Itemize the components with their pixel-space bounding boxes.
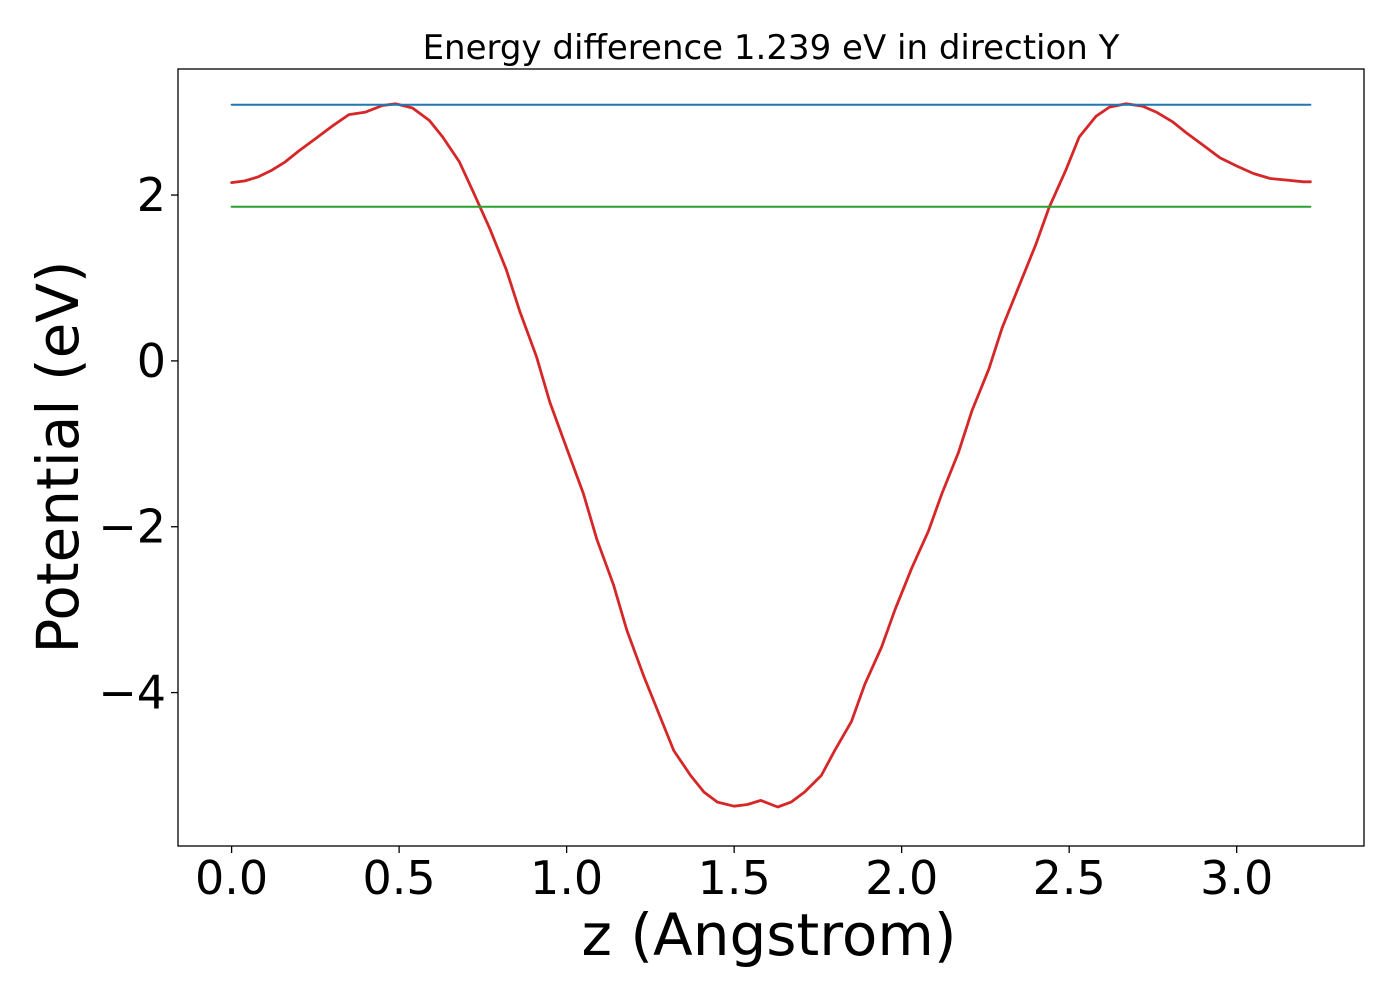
x-tick-label: 2.5 <box>1033 851 1106 905</box>
plot-frame <box>177 68 1365 847</box>
y-tick-label: −4 <box>98 666 166 720</box>
x-tick-label: 0.5 <box>363 851 436 905</box>
y-axis-ticks: −4 −2 0 2 <box>98 168 178 720</box>
series-layer <box>230 102 1312 809</box>
y-tick-label: −2 <box>98 500 166 554</box>
x-axis-label: z (Angstrom) <box>582 901 957 969</box>
y-tick-label: 0 <box>137 334 166 388</box>
y-tick-label: 2 <box>137 168 166 222</box>
x-tick-label: 3.0 <box>1200 851 1273 905</box>
x-tick-label: 2.0 <box>865 851 938 905</box>
y-axis-label: Potential (eV) <box>24 260 92 653</box>
x-tick-label: 1.0 <box>530 851 603 905</box>
x-tick-label: 1.5 <box>698 851 771 905</box>
x-axis-ticks: 0.0 0.5 1.0 1.5 2.0 2.5 3.0 <box>195 846 1273 905</box>
chart-title: Energy difference 1.239 eV in direction … <box>423 28 1120 68</box>
x-tick-label: 0.0 <box>195 851 268 905</box>
